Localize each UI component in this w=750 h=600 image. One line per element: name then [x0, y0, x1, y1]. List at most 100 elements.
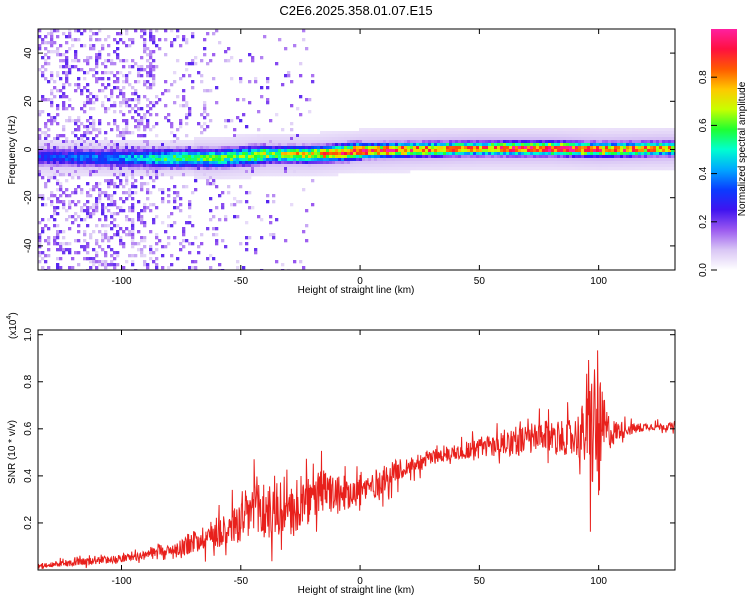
heatmap-cell — [107, 173, 111, 177]
heatmap-cell — [215, 161, 219, 165]
heatmap-cell — [47, 227, 51, 231]
heatmap-cell — [176, 173, 180, 177]
heatmap-cell — [446, 155, 450, 159]
heatmap-cell — [485, 152, 489, 156]
heatmap-cell — [110, 149, 114, 153]
heatmap-cell — [572, 134, 576, 138]
heatmap-cell — [107, 35, 111, 39]
heatmap-cell — [200, 131, 204, 135]
heatmap-cell — [251, 56, 255, 60]
heatmap-cell — [230, 155, 234, 159]
heatmap-cell — [356, 161, 360, 165]
heatmap-cell — [335, 161, 339, 165]
heatmap-cell — [50, 146, 54, 150]
heatmap-cell — [176, 158, 180, 162]
heatmap-cell — [68, 104, 72, 108]
heatmap-cell — [188, 242, 192, 246]
heatmap-cell — [44, 53, 48, 57]
heatmap-cell — [362, 170, 366, 174]
heatmap-cell — [62, 173, 66, 177]
heatmap-cell — [188, 62, 192, 66]
heatmap-cell — [131, 107, 135, 111]
heatmap-cell — [284, 173, 288, 177]
heatmap-cell — [488, 155, 492, 159]
heatmap-cell — [182, 149, 186, 153]
heatmap-cell — [473, 152, 477, 156]
heatmap-cell — [323, 146, 327, 150]
heatmap-cell — [230, 164, 234, 168]
heatmap-cell — [89, 194, 93, 198]
heatmap-cell — [203, 107, 207, 111]
heatmap-cell — [380, 134, 384, 138]
heatmap-cell — [395, 131, 399, 135]
heatmap-cell — [44, 134, 48, 138]
heatmap-cell — [377, 149, 381, 153]
heatmap-cell — [479, 161, 483, 165]
heatmap-cell — [590, 161, 594, 165]
heatmap-cell — [398, 128, 402, 132]
heatmap-cell — [239, 152, 243, 156]
heatmap-cell — [458, 140, 462, 144]
heatmap-cell — [455, 161, 459, 165]
heatmap-cell — [326, 167, 330, 171]
heatmap-cell — [44, 140, 48, 144]
heatmap-cell — [557, 134, 561, 138]
heatmap-cell — [62, 125, 66, 129]
heatmap-cell — [398, 155, 402, 159]
heatmap-cell — [512, 155, 516, 159]
heatmap-cell — [41, 257, 45, 261]
heatmap-cell — [269, 167, 273, 171]
heatmap-cell — [335, 170, 339, 174]
heatmap-cell — [62, 65, 66, 69]
heatmap-cell — [149, 248, 153, 252]
heatmap-cell — [464, 134, 468, 138]
heatmap-cell — [191, 143, 195, 147]
heatmap-cell — [497, 143, 501, 147]
heatmap-cell — [296, 164, 300, 168]
heatmap-cell — [176, 152, 180, 156]
heatmap-cell — [329, 146, 333, 150]
heatmap-cell — [242, 161, 246, 165]
heatmap-cell — [98, 143, 102, 147]
heatmap-cell — [539, 143, 543, 147]
heatmap-cell — [167, 140, 171, 144]
heatmap-cell — [413, 137, 417, 141]
heatmap-cell — [374, 170, 378, 174]
heatmap-cell — [275, 158, 279, 162]
heatmap-cell — [389, 128, 393, 132]
heatmap-cell — [320, 137, 324, 141]
heatmap-cell — [185, 158, 189, 162]
heatmap-cell — [146, 149, 150, 153]
heatmap-cell — [425, 131, 429, 135]
heatmap-cell — [377, 167, 381, 171]
heatmap-cell — [527, 131, 531, 135]
heatmap-cell — [221, 140, 225, 144]
heatmap-cell — [656, 134, 660, 138]
heatmap-cell — [113, 251, 117, 255]
heatmap-cell — [548, 161, 552, 165]
heatmap-cell — [74, 59, 78, 63]
heatmap-cell — [86, 167, 90, 171]
heatmap-cell — [149, 161, 153, 165]
heatmap-cell — [452, 146, 456, 150]
heatmap-cell — [281, 149, 285, 153]
heatmap-cell — [131, 161, 135, 165]
heatmap-cell — [173, 197, 177, 201]
heatmap-cell — [212, 77, 216, 81]
heatmap-cell — [524, 158, 528, 162]
heatmap-cell — [668, 137, 672, 141]
heatmap-cell — [509, 143, 513, 147]
heatmap-cell — [161, 200, 165, 204]
heatmap-cell — [263, 170, 267, 174]
heatmap-cell — [308, 173, 312, 177]
heatmap-cell — [134, 155, 138, 159]
heatmap-cell — [164, 104, 168, 108]
heatmap-cell — [128, 164, 132, 168]
heatmap-cell — [176, 191, 180, 195]
heatmap-cell — [458, 161, 462, 165]
heatmap-cell — [656, 143, 660, 147]
heatmap-cell — [476, 137, 480, 141]
heatmap-cell — [203, 149, 207, 153]
heatmap-cell — [401, 128, 405, 132]
heatmap-cell — [590, 134, 594, 138]
